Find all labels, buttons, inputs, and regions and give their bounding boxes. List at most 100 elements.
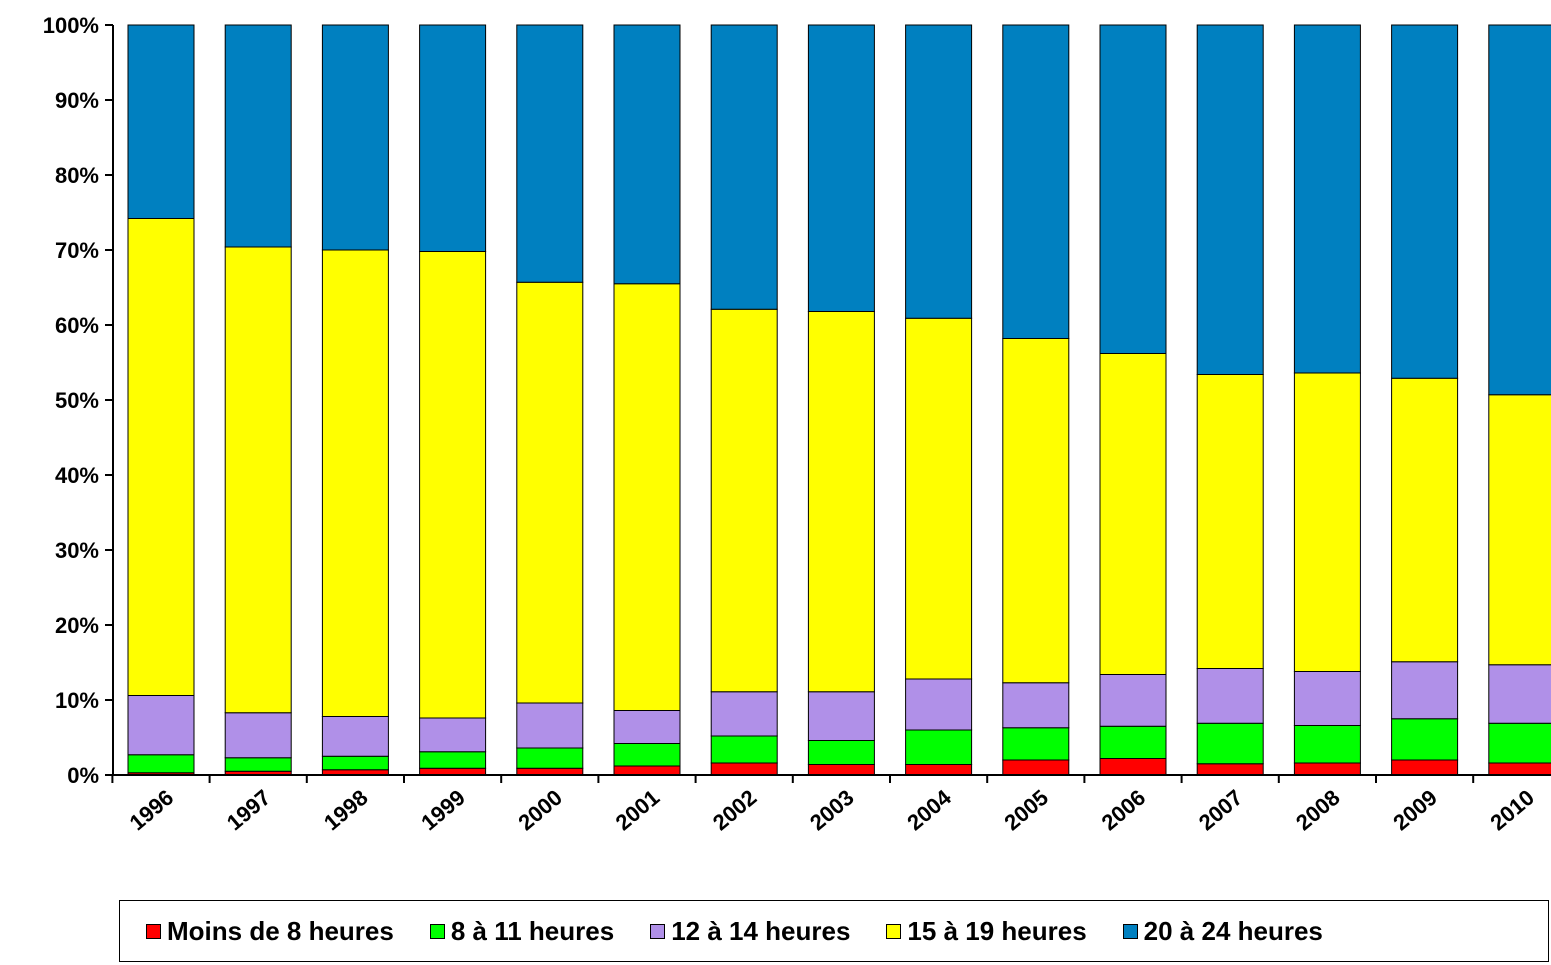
- y-tick-label: 30%: [55, 538, 99, 563]
- bar-2005-series-5: [1002, 24, 1070, 339]
- bar-1998-series-5: [321, 24, 389, 251]
- legend-swatch: [1122, 923, 1138, 939]
- x-tick-label-2007: 2007: [1194, 785, 1248, 836]
- bar-2007-series-2: [1196, 722, 1264, 765]
- x-tick-label-1996: 1996: [125, 785, 179, 836]
- bar-2003-series-1: [807, 764, 875, 776]
- bar-2006-series-4: [1099, 353, 1167, 675]
- bar-2000-series-2: [516, 747, 584, 769]
- bar-2010-series-5: [1488, 24, 1551, 396]
- bar-2005-series-1: [1002, 759, 1070, 776]
- x-tick-label-2009: 2009: [1388, 785, 1442, 836]
- bar-1999-series-3: [419, 717, 487, 753]
- x-tick-label-2000: 2000: [513, 785, 567, 836]
- bar-1998-series-2: [321, 755, 389, 771]
- bar-1999-series-1: [419, 767, 487, 776]
- bar-2001-series-3: [613, 710, 681, 744]
- bar-1998-series-4: [321, 249, 389, 717]
- bar-1999-series-5: [419, 24, 487, 252]
- bar-2006-series-5: [1099, 24, 1167, 354]
- legend-label: 15 à 19 heures: [907, 915, 1087, 946]
- legend-label: 20 à 24 heures: [1143, 915, 1323, 946]
- x-tick-label-2006: 2006: [1097, 785, 1151, 836]
- bar-2008-series-4: [1293, 372, 1361, 672]
- bars-layer: [127, 24, 1551, 776]
- bar-2009-series-3: [1391, 661, 1459, 720]
- bar-1997-series-5: [224, 24, 292, 248]
- stacked-bar-chart: 0% 10% 20% 30% 40% 50% 60% 70% 80% 90% 100% 1996 199…: [43, 13, 1551, 836]
- bar-1996-series-2: [127, 754, 195, 774]
- y-tick-label: 60%: [55, 313, 99, 338]
- x-tick-label-2010: 2010: [1485, 785, 1539, 836]
- bar-2010-series-4: [1488, 394, 1551, 666]
- bar-2001-series-5: [613, 24, 681, 285]
- y-tick-label: 90%: [55, 88, 99, 113]
- x-tick-label-2004: 2004: [902, 784, 956, 835]
- y-tick-label: 80%: [55, 163, 99, 188]
- bar-1996-series-5: [127, 24, 195, 219]
- bar-2004-series-3: [905, 678, 973, 731]
- bar-2005-series-3: [1002, 682, 1070, 729]
- x-tick-label-2001: 2001: [611, 785, 665, 836]
- bar-2002-series-5: [710, 24, 778, 310]
- legend-swatch: [650, 923, 666, 939]
- x-tick-label-2003: 2003: [805, 785, 859, 836]
- bar-2010-series-3: [1488, 664, 1551, 724]
- legend-item-5: 20 à 24 heures: [1122, 915, 1323, 947]
- bar-2003-series-3: [807, 691, 875, 741]
- bar-1999-series-4: [419, 251, 487, 719]
- bar-2008-series-1: [1293, 762, 1361, 776]
- bar-2009-series-2: [1391, 718, 1459, 761]
- bar-1997-series-4: [224, 246, 292, 714]
- bar-1997-series-3: [224, 712, 292, 759]
- y-tick-label: 100%: [43, 13, 99, 38]
- bar-2000-series-5: [516, 24, 584, 283]
- legend-label: 12 à 14 heures: [671, 915, 851, 946]
- bar-1996-series-4: [127, 218, 195, 696]
- bar-2009-series-5: [1391, 24, 1459, 379]
- bar-2006-series-1: [1099, 758, 1167, 776]
- y-tick-label: 20%: [55, 613, 99, 638]
- bar-2004-series-2: [905, 729, 973, 765]
- bar-2004-series-5: [905, 24, 973, 319]
- bar-2009-series-1: [1391, 759, 1459, 776]
- bar-2001-series-1: [613, 765, 681, 776]
- legend-swatch: [429, 923, 445, 939]
- bar-2008-series-2: [1293, 725, 1361, 764]
- bar-2007-series-4: [1196, 374, 1264, 669]
- bar-2003-series-4: [807, 311, 875, 693]
- x-tick-label-2008: 2008: [1291, 785, 1345, 836]
- bar-2002-series-1: [710, 762, 778, 776]
- bar-2000-series-4: [516, 281, 584, 704]
- bar-2001-series-4: [613, 283, 681, 711]
- legend-label: Moins de 8 heures: [167, 915, 394, 946]
- y-tick-label: 0%: [67, 763, 99, 788]
- legend-swatch: [146, 923, 161, 939]
- bar-2006-series-3: [1099, 674, 1167, 727]
- bar-2010-series-1: [1488, 762, 1551, 776]
- bar-2010-series-2: [1488, 722, 1551, 764]
- x-tick-label-1998: 1998: [319, 785, 373, 836]
- bar-2002-series-2: [710, 735, 778, 764]
- bar-2003-series-5: [807, 24, 875, 312]
- bar-2000-series-1: [516, 767, 584, 776]
- legend: Moins de 8 heures 8 à 11 heures 12 à 14 he…: [119, 900, 1549, 962]
- bar-2006-series-2: [1099, 725, 1167, 759]
- bar-2007-series-3: [1196, 668, 1264, 724]
- bar-2001-series-2: [613, 743, 681, 767]
- bar-2007-series-5: [1196, 24, 1264, 375]
- bar-2008-series-5: [1293, 24, 1361, 374]
- bar-1996-series-3: [127, 695, 195, 756]
- x-tick-label-2005: 2005: [999, 785, 1053, 836]
- legend-item-4: 15 à 19 heures: [886, 915, 1087, 947]
- bar-2003-series-2: [807, 740, 875, 765]
- bar-2005-series-4: [1002, 338, 1070, 684]
- bar-2002-series-4: [710, 308, 778, 693]
- y-tick-label: 40%: [55, 463, 99, 488]
- legend-item-3: 12 à 14 heures: [650, 916, 850, 947]
- y-tick-label: 70%: [55, 238, 99, 263]
- bar-2004-series-4: [905, 317, 973, 680]
- legend-item-2: 8 à 11 heures: [429, 916, 614, 947]
- bar-1997-series-2: [224, 757, 292, 772]
- x-tick-label-1997: 1997: [222, 785, 276, 836]
